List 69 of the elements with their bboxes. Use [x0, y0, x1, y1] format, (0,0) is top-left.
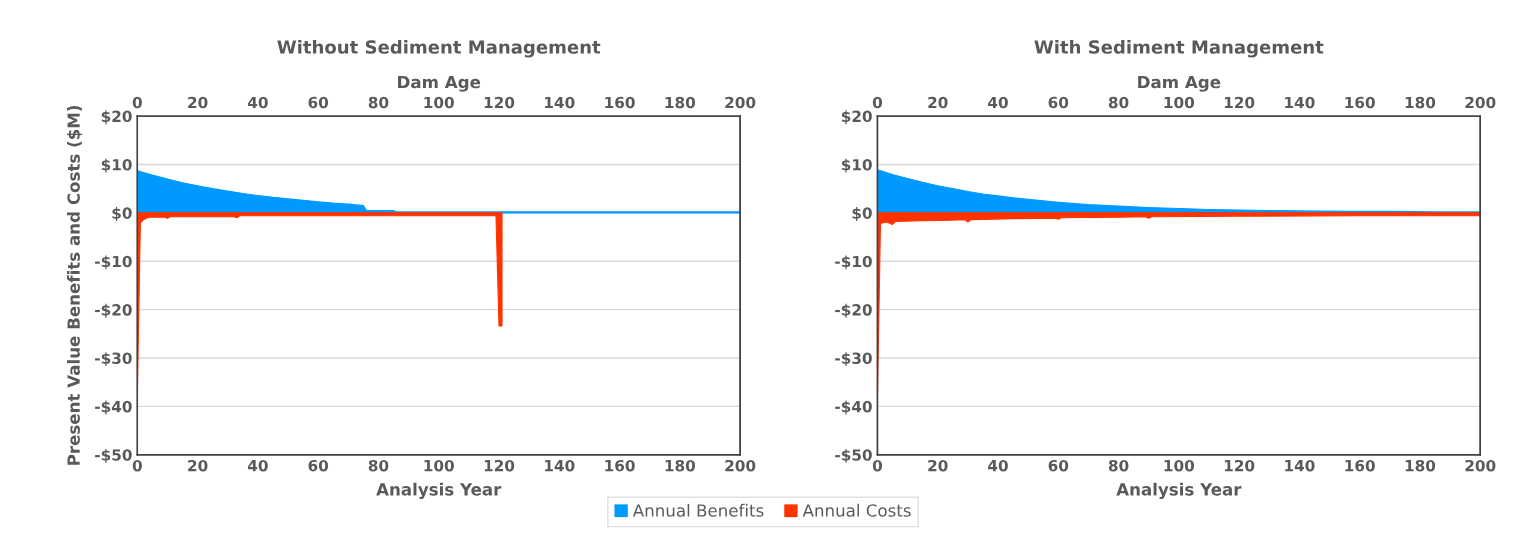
y-tick-label: -$40 — [95, 400, 132, 415]
x2-tick-label: 100 — [1164, 96, 1195, 109]
x2-axis-title: Dam Age — [1138, 75, 1221, 92]
y-tick-label: $10 — [841, 158, 872, 173]
x-tick-label: 0 — [132, 459, 142, 472]
x2-tick-label: 60 — [1048, 96, 1069, 109]
x-tick-label: 180 — [1405, 459, 1436, 472]
x-tick-label: 140 — [545, 459, 575, 472]
y-tick-label: $0 — [852, 207, 872, 221]
x-tick-label: 160 — [1345, 459, 1375, 472]
x-tick-label: 120 — [484, 459, 515, 472]
x2-tick-label: 160 — [605, 96, 635, 109]
y-tick-label: -$10 — [95, 255, 132, 270]
x2-tick-label: 100 — [424, 96, 454, 109]
y-tick-label: -$50 — [835, 448, 872, 463]
y-tick-label: -$50 — [95, 448, 132, 463]
y-tick-label: $0 — [112, 207, 132, 221]
x-tick-label: 140 — [1285, 459, 1315, 472]
x2-tick-label: 180 — [1405, 96, 1436, 109]
x-tick-label: 40 — [247, 459, 268, 472]
x-tick-label: 100 — [424, 459, 454, 472]
x-tick-label: 200 — [1465, 459, 1496, 472]
y-tick-label: -$20 — [835, 303, 872, 318]
x-tick-label: 80 — [368, 459, 389, 472]
x-tick-label: 120 — [1224, 459, 1255, 472]
x-tick-label: 200 — [725, 459, 756, 472]
chart-title: Without Sediment Management — [277, 39, 601, 58]
x2-tick-label: 60 — [308, 96, 329, 109]
x2-tick-label: 200 — [1465, 96, 1496, 109]
x2-axis-title: Dam Age — [398, 75, 481, 92]
y-axis-title: Present Value Benefits and Costs ($M) — [67, 105, 83, 465]
y-tick-label: -$20 — [95, 303, 132, 318]
y-tick-label: -$10 — [835, 255, 872, 270]
x-tick-label: 20 — [188, 459, 208, 472]
x2-tick-label: 80 — [1108, 96, 1129, 109]
x2-tick-label: 120 — [1224, 96, 1255, 109]
y-tick-label: -$30 — [835, 352, 872, 367]
y-tick-label: $20 — [841, 110, 872, 125]
x2-tick-label: 40 — [988, 96, 1008, 109]
x2-tick-label: 40 — [247, 96, 268, 109]
x2-tick-label: 0 — [872, 96, 883, 109]
x2-tick-label: 20 — [928, 96, 948, 109]
legend-label: Annual Costs — [802, 503, 911, 517]
x-tick-label: 60 — [1048, 459, 1069, 472]
x-tick-label: 80 — [1108, 459, 1129, 472]
x-tick-label: 20 — [928, 459, 948, 472]
x2-tick-label: 0 — [132, 96, 142, 109]
x2-tick-label: 200 — [725, 96, 756, 109]
x-tick-label: 0 — [872, 459, 883, 472]
x-tick-label: 100 — [1164, 459, 1195, 472]
x2-tick-label: 180 — [665, 96, 696, 109]
y-tick-label: $20 — [101, 110, 132, 125]
x2-tick-label: 160 — [1345, 96, 1375, 109]
chart-title: With Sediment Management — [1034, 39, 1324, 58]
legend-label: Annual Benefits — [632, 503, 764, 517]
x-axis-title: Analysis Year — [376, 482, 502, 499]
x2-tick-label: 80 — [368, 96, 389, 109]
y-tick-label: $10 — [101, 158, 132, 173]
x2-tick-label: 140 — [1285, 96, 1315, 109]
y-tick-label: -$40 — [835, 400, 872, 415]
y-tick-label: -$30 — [95, 352, 132, 367]
x-tick-label: 180 — [665, 459, 696, 472]
x2-tick-label: 20 — [188, 96, 208, 109]
x-tick-label: 160 — [605, 459, 635, 472]
x2-tick-label: 140 — [545, 96, 575, 109]
x-tick-label: 40 — [988, 459, 1008, 472]
x2-tick-label: 120 — [484, 96, 515, 109]
x-axis-title: Analysis Year — [1116, 482, 1242, 499]
x-tick-label: 60 — [308, 459, 329, 472]
